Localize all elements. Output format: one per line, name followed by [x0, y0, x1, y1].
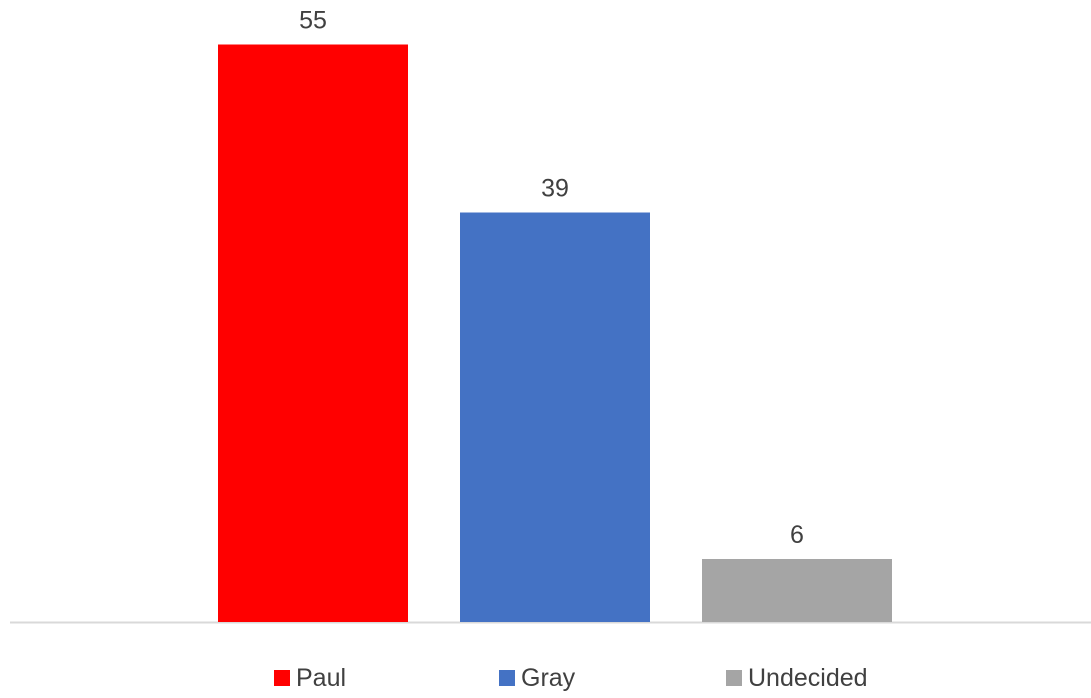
legend-item-undecided: Undecided: [726, 658, 868, 698]
legend-label-paul: Paul: [296, 663, 347, 692]
data-label-gray: 39: [541, 175, 569, 203]
legend-label-gray: Gray: [521, 663, 576, 692]
bar-paul: [218, 44, 408, 622]
data-label-paul: 55: [299, 7, 327, 35]
legend-item-paul: Paul: [274, 658, 346, 698]
legend-swatch-gray: [499, 670, 515, 686]
bar-undecided: [702, 559, 892, 622]
legend-swatch-paul: [274, 670, 290, 686]
legend-label-undecided: Undecided: [748, 663, 868, 692]
legend-item-gray: Gray: [499, 658, 575, 698]
legend-swatch-undecided: [726, 670, 742, 686]
chart-legend: Paul Gray Undecided: [0, 658, 1091, 698]
bar-gray: [460, 212, 650, 622]
data-label-undecided: 6: [790, 521, 804, 549]
